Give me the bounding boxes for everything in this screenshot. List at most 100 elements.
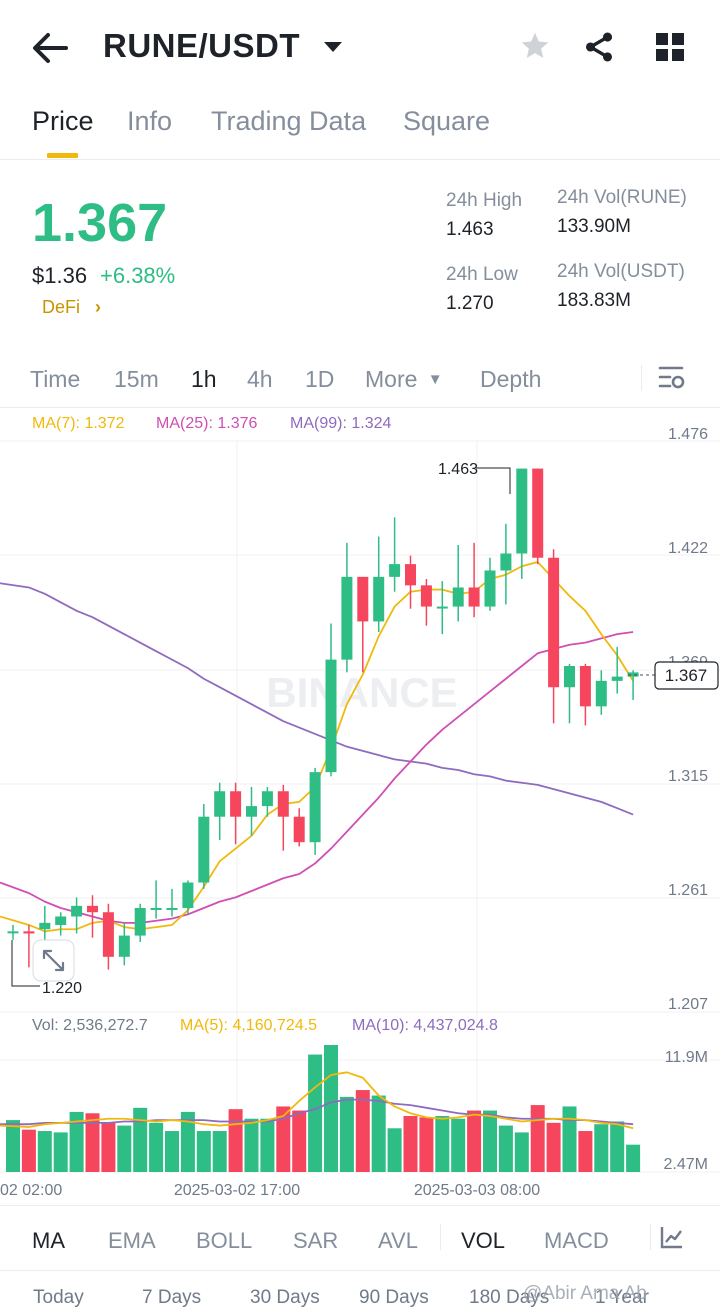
volume-bar [451,1118,466,1172]
volume-bar [483,1110,497,1172]
pair-title[interactable]: RUNE/USDT [103,27,301,64]
tab-info[interactable]: Info [127,106,173,136]
volume-axis-bottom: 2.47M [664,1156,708,1173]
volume-bar [467,1110,482,1172]
volume-bar [21,1129,36,1172]
indicator-avl[interactable]: AVL [378,1228,418,1253]
volume-ma5-line [0,1071,634,1130]
interval-more[interactable]: More ▼ [365,366,443,393]
expand-chart-button[interactable] [32,939,75,982]
candle-body [532,468,544,558]
volume-bar [133,1107,148,1172]
candle-body [405,564,416,586]
high-marker-text: 1.463 [438,461,478,478]
period-30-days[interactable]: 30 Days [250,1287,320,1308]
indicator-ema[interactable]: EMA [108,1228,156,1253]
period-today[interactable]: Today [33,1287,84,1308]
candle-body [516,468,528,554]
tab-square[interactable]: Square [403,106,491,136]
candle-body [500,553,512,571]
indicator-vol[interactable]: VOL [461,1228,506,1253]
current-price-text: 1.367 [665,666,708,685]
period-7-days[interactable]: 7 Days [142,1287,202,1308]
candle-body [71,905,83,917]
last-price: 1.367 [32,193,168,253]
volume-bar [562,1106,577,1172]
volume-bar [355,1090,370,1172]
indicator-settings-icon[interactable] [660,1225,684,1249]
volume-bar [610,1121,625,1172]
share-icon[interactable] [582,30,616,64]
volume-bar [403,1116,418,1172]
vol-quote-value: 183.83M [557,290,631,311]
indicator-boll[interactable]: BOLL [196,1228,253,1253]
candle-body [23,931,35,934]
interval-15m[interactable]: 15m [114,366,159,392]
candle-body [134,907,146,936]
chart-settings-icon[interactable] [658,365,686,391]
divider [641,365,642,391]
vol-quote-label: 24h Vol(USDT) [557,261,685,282]
ma99-line [0,582,634,816]
interval-1h[interactable]: 1h [191,366,217,392]
candle-body [436,606,448,609]
grid-menu-icon[interactable] [655,32,685,62]
candle-body [373,576,385,622]
candle-body [611,676,623,681]
category-tag[interactable]: DeFi › [42,297,101,318]
low-marker-text: 1.220 [42,980,82,997]
period-1-year[interactable]: 1 Year [595,1287,649,1308]
interval-time[interactable]: Time [30,366,81,392]
volume-bar [292,1110,307,1172]
volume-axis-top: 11.9M [665,1049,708,1066]
low-label: 24h Low [446,264,518,285]
candle-body [293,816,305,843]
tab-price[interactable]: Price [32,106,94,136]
price-axis-label: 1.422 [668,540,708,557]
candle-body [39,922,51,930]
period-90-days[interactable]: 90 Days [359,1287,429,1308]
volume-bar [196,1131,211,1172]
interval-depth[interactable]: Depth [480,366,542,392]
price-axis-label: 1.207 [668,996,708,1013]
interval-1d[interactable]: 1D [305,366,335,392]
interval-4h[interactable]: 4h [247,366,273,392]
caret-down-icon[interactable] [322,40,344,54]
candle-body [102,912,114,957]
time-label-3: 2025-03-03 08:00 [414,1182,540,1199]
indicator-sar[interactable]: SAR [293,1228,339,1253]
candle-body [214,791,226,817]
volume-bar [37,1131,52,1172]
ma25-line [0,631,634,924]
candle-body [548,557,560,688]
tab-trading-data[interactable]: Trading Data [211,106,367,136]
page-tabs: Price Info Trading Data Square [0,100,720,160]
volume-bar [149,1122,164,1172]
indicator-bar: MA EMA BOLL SAR AVL VOL MACD [0,1205,720,1271]
candle-body [246,806,257,817]
volume-ma10-line [0,1098,634,1126]
back-arrow-icon[interactable] [30,30,70,66]
price-markers: 1.463 1.220 1.367 [11,461,719,997]
candle-body [420,585,432,607]
volume-bar [212,1131,227,1172]
volume-bar [117,1125,132,1172]
candle-body [468,587,480,607]
favorite-star-icon[interactable] [519,30,551,62]
high-label: 24h High [446,190,523,211]
volume-legend: Vol: 2,536,272.7 [32,1017,148,1034]
candle-body [166,907,178,910]
ma99-legend: MA(99): 1.324 [290,415,392,432]
indicator-ma[interactable]: MA [32,1228,65,1253]
chevron-right-icon: › [95,297,102,317]
candle-body [389,564,401,577]
volume-ma5-legend: MA(5): 4,160,724.5 [180,1017,317,1034]
low-value: 1.270 [446,293,494,314]
candle-body [341,576,353,660]
volume-ma-lines [0,1071,634,1130]
candle-body [452,587,464,607]
active-tab-indicator [47,153,78,158]
period-180-days[interactable]: 180 Days [469,1287,550,1308]
indicator-macd[interactable]: MACD [544,1228,609,1253]
